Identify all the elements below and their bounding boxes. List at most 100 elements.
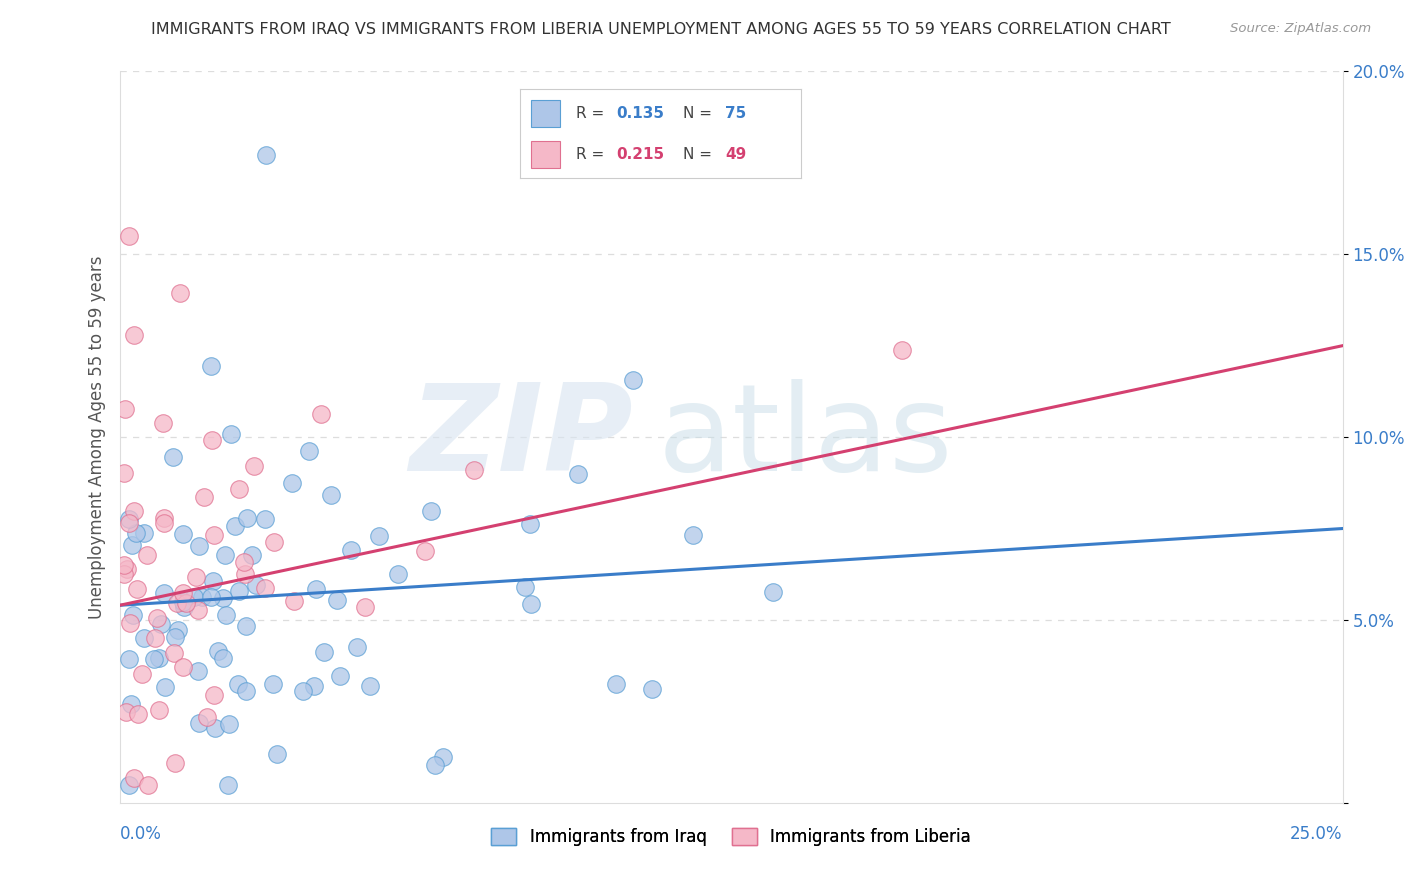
Point bbox=[152, 416, 174, 430]
Point bbox=[127, 706, 149, 721]
Point bbox=[186, 664, 208, 678]
Point bbox=[567, 467, 589, 481]
Point bbox=[245, 577, 267, 591]
Point bbox=[329, 669, 352, 683]
Point bbox=[188, 716, 211, 731]
Point bbox=[153, 510, 176, 524]
Point bbox=[187, 603, 209, 617]
Point bbox=[228, 584, 250, 599]
Point bbox=[413, 543, 436, 558]
Text: R =: R = bbox=[576, 147, 610, 161]
Point bbox=[254, 581, 277, 595]
Point bbox=[142, 651, 165, 665]
Point bbox=[132, 632, 155, 646]
Point bbox=[135, 548, 157, 562]
Point bbox=[138, 778, 160, 792]
Point bbox=[162, 450, 184, 464]
Point bbox=[621, 373, 644, 387]
Point bbox=[200, 359, 222, 373]
Point bbox=[153, 516, 176, 530]
Text: N =: N = bbox=[683, 147, 717, 161]
Point bbox=[224, 519, 246, 533]
Text: 75: 75 bbox=[725, 106, 747, 120]
Point bbox=[148, 651, 170, 665]
Point bbox=[114, 402, 136, 417]
Point bbox=[266, 747, 288, 761]
Point bbox=[118, 615, 141, 630]
Point bbox=[520, 597, 543, 611]
Point bbox=[302, 679, 325, 693]
Point bbox=[605, 676, 627, 690]
Point bbox=[432, 750, 454, 764]
Point bbox=[112, 558, 135, 573]
Point bbox=[354, 600, 377, 615]
Point bbox=[122, 504, 145, 518]
Text: 49: 49 bbox=[725, 147, 747, 161]
Point bbox=[254, 511, 277, 525]
Point bbox=[190, 590, 212, 604]
Text: IMMIGRANTS FROM IRAQ VS IMMIGRANTS FROM LIBERIA UNEMPLOYMENT AMONG AGES 55 TO 59: IMMIGRANTS FROM IRAQ VS IMMIGRANTS FROM … bbox=[150, 22, 1171, 37]
Point bbox=[420, 504, 443, 518]
Point bbox=[321, 488, 343, 502]
Point bbox=[367, 529, 389, 543]
Text: 0.0%: 0.0% bbox=[120, 825, 162, 843]
Point bbox=[235, 567, 257, 582]
Point bbox=[463, 463, 485, 477]
Point bbox=[153, 586, 176, 600]
Y-axis label: Unemployment Among Ages 55 to 59 years: Unemployment Among Ages 55 to 59 years bbox=[87, 255, 105, 619]
Point bbox=[281, 476, 304, 491]
Point bbox=[291, 684, 314, 698]
Text: R =: R = bbox=[576, 106, 610, 120]
Point bbox=[340, 543, 363, 558]
Point bbox=[682, 528, 704, 542]
Point bbox=[215, 607, 238, 622]
Point bbox=[211, 591, 233, 606]
Point bbox=[163, 646, 186, 660]
Point bbox=[195, 710, 218, 724]
Point bbox=[211, 651, 233, 665]
Point bbox=[236, 511, 259, 525]
Point bbox=[112, 466, 135, 480]
Point bbox=[120, 697, 142, 711]
Point bbox=[118, 778, 141, 792]
Text: 0.135: 0.135 bbox=[616, 106, 664, 120]
Point bbox=[204, 721, 226, 735]
Point bbox=[166, 596, 188, 610]
Point bbox=[202, 528, 225, 542]
Point bbox=[174, 596, 197, 610]
Point bbox=[118, 229, 141, 244]
Text: N =: N = bbox=[683, 106, 717, 120]
Point bbox=[262, 676, 284, 690]
Text: atlas: atlas bbox=[658, 378, 953, 496]
Text: ZIP: ZIP bbox=[409, 378, 633, 496]
FancyBboxPatch shape bbox=[531, 141, 560, 168]
Point bbox=[641, 681, 664, 696]
Point bbox=[118, 512, 141, 526]
Point bbox=[125, 582, 148, 596]
Text: Source: ZipAtlas.com: Source: ZipAtlas.com bbox=[1230, 22, 1371, 36]
Point bbox=[233, 555, 256, 569]
Point bbox=[121, 539, 143, 553]
Point bbox=[122, 327, 145, 342]
Point bbox=[112, 567, 135, 582]
Point bbox=[172, 660, 194, 674]
Point bbox=[217, 778, 239, 792]
Point bbox=[207, 644, 229, 658]
Legend: Immigrants from Iraq, Immigrants from Liberia: Immigrants from Iraq, Immigrants from Li… bbox=[485, 822, 977, 853]
Text: 0.215: 0.215 bbox=[616, 147, 664, 161]
Point bbox=[214, 548, 236, 562]
Point bbox=[172, 586, 194, 600]
Point bbox=[762, 585, 785, 599]
Point bbox=[155, 681, 177, 695]
Point bbox=[125, 525, 148, 540]
Point bbox=[187, 539, 209, 553]
Point bbox=[122, 771, 145, 785]
Point bbox=[242, 459, 264, 474]
Point bbox=[240, 549, 263, 563]
Point bbox=[169, 286, 191, 301]
Point bbox=[201, 433, 224, 447]
Point bbox=[183, 590, 205, 604]
Point bbox=[115, 705, 138, 719]
Point bbox=[226, 677, 249, 691]
Point bbox=[519, 516, 541, 531]
